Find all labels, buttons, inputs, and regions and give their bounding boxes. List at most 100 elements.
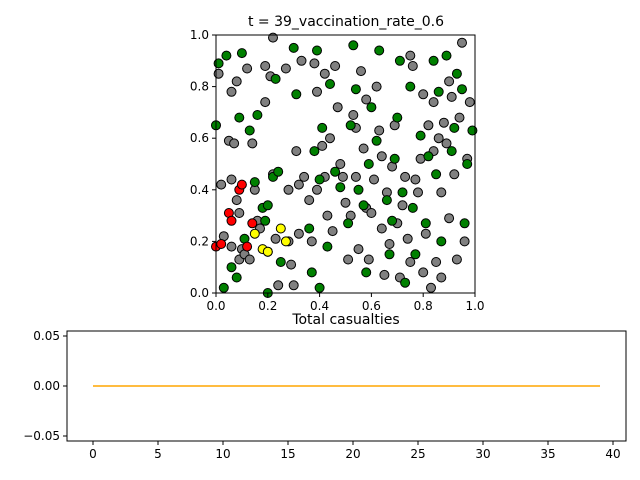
point-vaccinated — [273, 166, 284, 177]
x-tick-label: 30 — [475, 447, 490, 461]
x-tick-label: 5 — [154, 447, 162, 461]
point-susceptible — [358, 143, 369, 154]
point-vaccinated — [462, 159, 473, 169]
point-vaccinated — [441, 50, 452, 61]
point-vaccinated — [350, 84, 361, 95]
point-infected — [247, 218, 258, 229]
point-vaccinated — [415, 130, 426, 141]
point-vaccinated — [457, 84, 467, 95]
point-vaccinated — [410, 249, 421, 260]
point-vaccinated — [423, 151, 434, 162]
x-tick-label: 0.8 — [414, 299, 433, 313]
point-susceptible — [376, 151, 387, 162]
point-vaccinated — [236, 48, 247, 59]
point-susceptible — [384, 239, 395, 249]
point-vaccinated — [400, 277, 411, 288]
point-vaccinated — [249, 177, 260, 188]
scatter-axes-frame — [215, 34, 476, 294]
point-susceptible — [288, 280, 299, 291]
point-vaccinated — [366, 102, 377, 113]
point-susceptible — [304, 195, 315, 206]
y-tick-label: 0.4 — [190, 183, 209, 197]
point-exposed — [275, 223, 286, 234]
scatter-points — [211, 32, 478, 298]
point-vaccinated — [226, 262, 237, 273]
point-susceptible — [231, 76, 242, 87]
point-vaccinated — [459, 218, 470, 229]
scatter-x-axis: 0.0 0.2 0.4 0.6 0.8 1.0 — [206, 293, 485, 313]
point-vaccinated — [353, 184, 364, 195]
point-susceptible — [418, 267, 429, 278]
point-susceptible — [441, 138, 452, 149]
point-infected — [226, 215, 237, 226]
point-vaccinated — [312, 45, 322, 56]
point-vaccinated — [374, 45, 385, 56]
point-vaccinated — [314, 174, 325, 185]
point-vaccinated — [262, 200, 273, 211]
point-vaccinated — [270, 73, 281, 84]
point-vaccinated — [397, 187, 408, 198]
casualties-title: Total casualties — [291, 312, 399, 328]
x-tick-label: 0.4 — [310, 299, 329, 313]
point-susceptible — [273, 280, 284, 291]
point-susceptible — [312, 184, 322, 195]
point-susceptible — [426, 282, 436, 293]
point-vaccinated — [420, 218, 431, 229]
point-susceptible — [366, 208, 377, 218]
point-infected — [236, 179, 247, 190]
point-susceptible — [449, 169, 460, 180]
point-susceptible — [371, 81, 382, 92]
point-susceptible — [317, 140, 328, 151]
point-vaccinated — [358, 200, 369, 211]
point-susceptible — [400, 171, 411, 182]
x-tick-label: 0.2 — [258, 299, 277, 313]
point-vaccinated — [389, 153, 400, 164]
point-susceptible — [213, 68, 224, 79]
x-tick-label: 25 — [410, 447, 425, 461]
point-susceptible — [268, 32, 278, 43]
point-vaccinated — [231, 272, 242, 283]
point-vaccinated — [234, 112, 245, 123]
point-susceptible — [270, 233, 281, 244]
scatter-title: t = 39_vaccination_rate_0.6 — [248, 14, 444, 30]
point-susceptible — [348, 110, 359, 120]
point-susceptible — [340, 197, 351, 208]
point-susceptible — [293, 228, 304, 239]
y-tick-label: 0.2 — [190, 234, 209, 248]
point-vaccinated — [309, 146, 320, 157]
point-vaccinated — [428, 55, 439, 66]
point-susceptible — [363, 254, 374, 265]
point-vaccinated — [218, 282, 229, 293]
point-susceptible — [327, 226, 338, 237]
x-tick-label: 0.6 — [362, 299, 381, 313]
point-susceptible — [402, 233, 413, 244]
point-susceptible — [374, 125, 385, 136]
point-susceptible — [337, 171, 348, 182]
point-vaccinated — [345, 120, 356, 131]
point-susceptible — [242, 63, 253, 74]
point-vaccinated — [304, 223, 315, 234]
y-tick-label: 0.00 — [33, 379, 60, 393]
point-susceptible — [451, 254, 462, 265]
point-susceptible — [446, 91, 457, 102]
point-vaccinated — [451, 68, 462, 79]
point-vaccinated — [449, 122, 460, 133]
point-vaccinated — [306, 267, 317, 278]
casualties-chart: Total casualties 0 5 10 15 20 25 30 35 40 −0.05 0… — [23, 312, 627, 461]
point-susceptible — [286, 259, 297, 270]
point-vaccinated — [343, 218, 354, 229]
point-vaccinated — [387, 215, 398, 226]
point-susceptible — [322, 210, 333, 221]
point-vaccinated — [371, 135, 382, 146]
point-susceptible — [216, 179, 227, 190]
point-vaccinated — [317, 122, 328, 133]
casualties-y-axis: −0.05 0.00 0.05 — [23, 329, 67, 443]
point-susceptible — [283, 184, 294, 195]
y-tick-label: −0.05 — [23, 429, 60, 443]
y-tick-label: 0.05 — [33, 329, 60, 343]
point-vaccinated — [325, 79, 335, 89]
point-susceptible — [405, 50, 416, 61]
x-tick-label: 0.0 — [206, 299, 225, 313]
point-susceptible — [376, 223, 387, 234]
point-susceptible — [280, 63, 291, 74]
